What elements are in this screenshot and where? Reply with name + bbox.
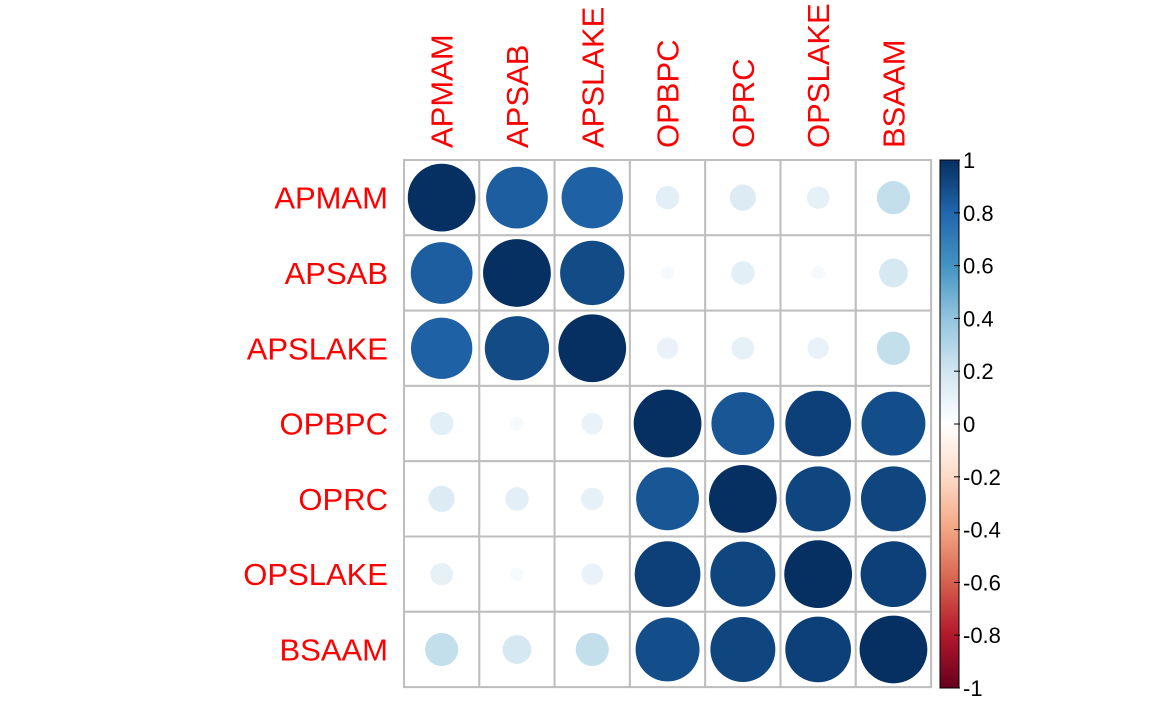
correlation-circle-apsab-oprc [731,261,755,285]
correlation-circle-opbpc-apmam [429,411,454,436]
correlation-circle-apslake-opslake [807,337,829,359]
colorbar: 1 0.8 0.6 0.4 0.2 0 -0.2 -0.4 -0.6 -0.8 -1 [939,148,1001,701]
colorbar-tick-label: 0.8 [963,201,994,226]
colorbar-tick-label: 0.6 [963,254,994,279]
correlation-circle-apslake-apmam [410,317,473,379]
colorbar-tick-label: -0.4 [963,518,1001,543]
row-label: BSAAM [279,632,388,667]
correlation-circle-opbpc-apsab [510,416,524,431]
correlation-circle-oprc-opslake [785,466,851,532]
colorbar-tick-label: 0.4 [963,306,994,331]
correlation-circle-oprc-opbpc [636,467,699,531]
correlation-circle-opbpc-oprc [711,392,775,455]
correlation-circle-apsab-opbpc [660,266,675,280]
correlation-circle-opbpc-opbpc [633,389,702,458]
correlation-circle-opbpc-opslake [785,390,852,457]
correlation-circle-apslake-opbpc [656,337,679,359]
correlation-circle-bsaam-oprc [710,616,776,682]
column-label: APMAM [425,34,460,148]
correlation-circle-apsab-bsaam [879,258,908,288]
grid-cell [854,234,933,312]
correlation-circle-bsaam-apslake [575,632,609,667]
correlation-circle-opslake-apslake [581,563,603,585]
correlation-circle-apsab-apsab [483,239,551,307]
row-label: APMAM [274,181,388,216]
correlation-circle-oprc-apslake [581,487,604,511]
column-label: APSAB [500,45,535,148]
correlation-circle-oprc-oprc [708,464,777,533]
row-labels: APMAM APSAB APSLAKE OPBPC OPRC OPSLAKE BSAAM [243,181,388,668]
correlation-circle-opslake-apsab [510,567,524,581]
correlation-circle-opslake-oprc [710,541,776,607]
colorbar-tick-label: 0 [963,412,975,437]
colorbar-tick-label: 0.2 [963,359,994,384]
correlation-circle-apslake-apsab [484,316,550,381]
correlation-circle-opslake-opslake [784,540,853,609]
correlation-circle-opslake-apmam [430,562,453,586]
correlation-circle-apmam-opslake [806,186,830,209]
correlation-circle-apsab-apmam [410,242,473,304]
correlation-circle-bsaam-apsab [502,635,532,664]
column-label: BSAAM [876,39,911,148]
row-label: APSLAKE [247,331,388,366]
column-labels: APMAM APSAB APSLAKE OPBPC OPRC OPSLAKE BSAAM [425,3,912,148]
correlation-circle-apslake-bsaam [876,331,911,365]
correlation-circle-opslake-opbpc [634,541,701,608]
correlation-circle-apmam-opbpc [655,185,680,210]
correlation-circle-bsaam-apmam [425,632,459,667]
grid-cell [403,384,481,463]
correlation-circle-apmam-apslake [561,166,623,229]
correlation-circle-bsaam-opbpc [635,617,700,682]
colorbar-tick-label: 1 [963,148,975,173]
correlation-circle-apmam-oprc [729,184,756,211]
correlation-circle-apslake-oprc [731,337,755,360]
colorbar-tick-label: -1 [963,676,983,701]
correlation-circle-opbpc-bsaam [861,391,926,456]
correlation-circle-oprc-bsaam [860,466,926,532]
row-label: APSAB [285,256,388,291]
correlation-circle-apmam-apsab [486,166,548,229]
colorbar-tick-label: -0.8 [963,623,1001,648]
plot-cells [403,159,933,689]
correlation-circle-bsaam-opslake [785,616,852,683]
correlation-circle-apsab-opslake [811,266,825,280]
colorbar-tick-label: -0.2 [963,465,1001,490]
correlation-circle-apmam-bsaam [876,181,911,215]
correlation-circle-bsaam-bsaam [859,615,928,684]
column-label: OPBPC [651,39,686,148]
correlation-circle-apslake-apslake [558,314,627,383]
correlation-circle-oprc-apmam [428,485,455,512]
correlation-circle-apsab-apslake [560,240,625,306]
correlation-circle-apmam-apmam [407,163,476,232]
column-label: OPSLAKE [801,3,836,148]
correlation-circle-opslake-bsaam [860,541,927,608]
colorbar-tick-label: -0.6 [963,570,1001,595]
row-label: OPRC [298,482,388,517]
correlation-circle-oprc-apsab [505,487,529,511]
column-label: OPRC [726,58,761,148]
column-label: APSLAKE [575,7,610,148]
correlation-circle-opbpc-apslake [581,412,603,435]
row-label: OPBPC [279,407,388,442]
row-label: OPSLAKE [243,557,388,592]
